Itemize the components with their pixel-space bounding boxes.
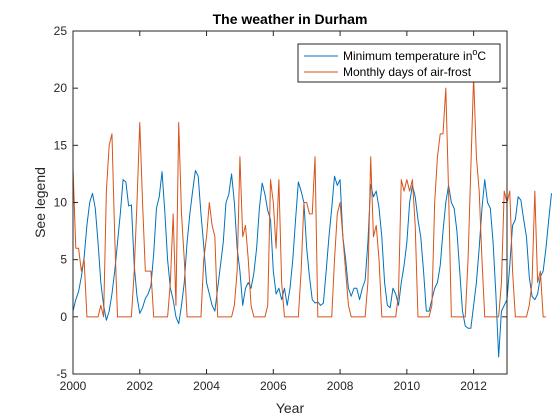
legend-label-degree-sup: o — [472, 47, 477, 57]
legend: Minimum temperature inoC Monthly days of… — [297, 43, 501, 83]
y-tick-label: 25 — [54, 24, 68, 38]
legend-box — [297, 43, 501, 83]
legend-label-min-temp: Minimum temperature inoC — [343, 47, 486, 63]
y-axis-title: See legend — [32, 167, 48, 238]
x-tick-label: 2004 — [193, 379, 220, 393]
y-tick-label: 15 — [54, 138, 68, 152]
y-tick-label: 0 — [60, 310, 67, 324]
x-tick-label: 2000 — [60, 379, 87, 393]
y-tick-label: -5 — [56, 367, 67, 381]
x-tick-label: 2002 — [126, 379, 153, 393]
legend-label-min-temp-text: Minimum temperature in — [343, 49, 472, 63]
y-tick-label: 5 — [60, 253, 67, 267]
series-layer — [72, 76, 553, 358]
legend-label-air-frost: Monthly days of air-frost — [343, 65, 472, 79]
x-tick-label: 2012 — [460, 379, 487, 393]
x-axis-title: Year — [276, 400, 305, 416]
y-tick-label: 20 — [54, 81, 68, 95]
chart-title: The weather in Durham — [213, 11, 368, 27]
tick-layer: 2000 2002 2004 2006 2008 2010 2012 -5 0 5 10 15 20 25 — [54, 24, 507, 393]
series-line-min-temperature — [72, 169, 553, 358]
legend-label-unit: C — [477, 49, 486, 63]
x-tick-label: 2006 — [260, 379, 287, 393]
y-tick-label: 10 — [54, 196, 68, 210]
x-tick-label: 2010 — [393, 379, 420, 393]
x-tick-label: 2008 — [327, 379, 354, 393]
series-line-air-frost-days — [72, 76, 546, 318]
